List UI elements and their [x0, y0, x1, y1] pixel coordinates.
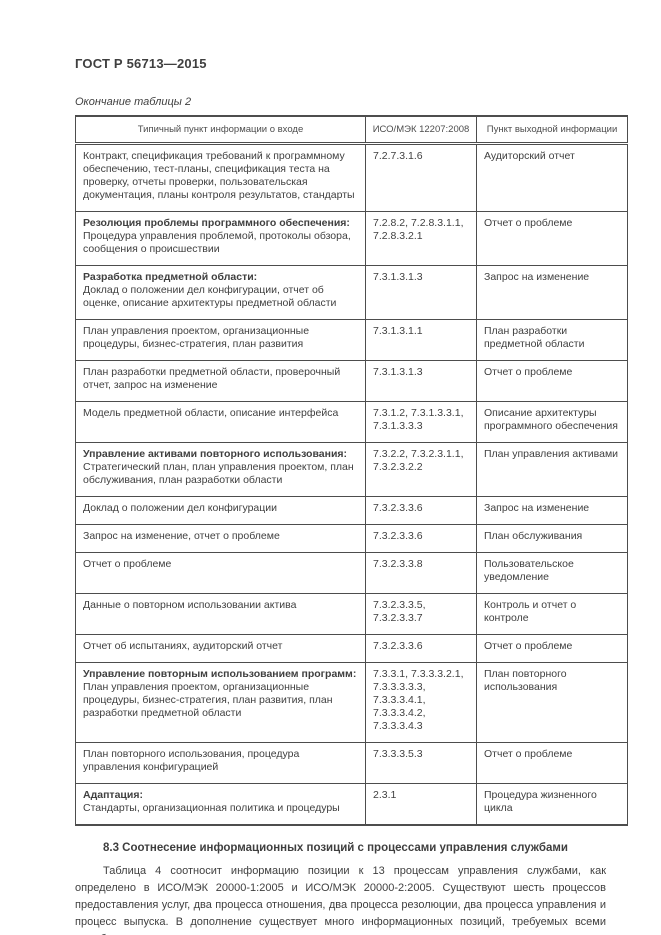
row-text: Отчет о проблеме — [83, 558, 172, 570]
output-info-cell: Отчет о проблеме — [476, 634, 628, 663]
column-header-iso: ИСО/МЭК 12207:2008 — [365, 115, 477, 145]
row-group-title: Адаптация: — [83, 789, 143, 801]
output-info-cell: Отчет о проблеме — [476, 211, 628, 266]
row-text: Стратегический план, план управления про… — [83, 461, 354, 486]
input-info-cell: План повторного использования, процедура… — [75, 742, 366, 784]
table-row: Управление активами повторного использов… — [75, 442, 628, 497]
output-info-cell: Отчет о проблеме — [476, 360, 628, 402]
table-row: План разработки предметной области, пров… — [75, 360, 628, 402]
row-group-title: Резолюция проблемы программного обеспече… — [83, 217, 350, 229]
row-text: Доклад о положении дел конфигурации — [83, 502, 278, 514]
input-info-cell: План разработки предметной области, пров… — [75, 360, 366, 402]
iso-ref-cell: 7.2.8.2, 7.2.8.3.1.1, 7.2.8.3.2.1 — [365, 211, 477, 266]
input-info-cell: Адаптация: Стандарты, организационная пол… — [75, 783, 366, 826]
input-info-cell: Контракт, спецификация требований к прог… — [75, 143, 366, 212]
input-info-cell: План управления проектом, организационны… — [75, 319, 366, 361]
output-info-cell: Пользовательское уведомление — [476, 552, 628, 594]
input-info-cell: Разработка предметной области: Доклад о п… — [75, 265, 366, 320]
input-info-cell: Доклад о положении дел конфигурации — [75, 496, 366, 525]
input-info-cell: Отчет об испытаниях, аудиторский отчет — [75, 634, 366, 663]
output-info-cell: Контроль и отчет о контроле — [476, 593, 628, 635]
iso-ref-cell: 7.2.7.3.1.6 — [365, 143, 477, 212]
input-info-cell: Резолюция проблемы программного обеспече… — [75, 211, 366, 266]
row-text: Запрос на изменение, отчет о проблеме — [83, 530, 280, 542]
section-heading: 8.3 Соотнесение информационных позиций с… — [103, 842, 568, 854]
output-info-cell: План разработки предметной области — [476, 319, 628, 361]
table-row: Управление повторным использованием прог… — [75, 662, 628, 743]
iso-ref-cell: 2.3.1 — [365, 783, 477, 826]
iso-ref-cell: 7.3.2.2, 7.3.2.3.1.1, 7.3.2.3.2.2 — [365, 442, 477, 497]
row-text: Доклад о положении дел конфигурации, отч… — [83, 284, 337, 309]
iso-ref-cell: 7.3.1.3.1.3 — [365, 265, 477, 320]
column-header-input: Типичный пункт информации о входе — [75, 115, 366, 145]
iso-ref-cell: 7.3.2.3.3.6 — [365, 496, 477, 525]
table-row: Доклад о положении дел конфигурации 7.3.2… — [75, 496, 628, 525]
iso-ref-cell: 7.3.3.3.5.3 — [365, 742, 477, 784]
row-text: План повторного использования, процедура… — [83, 748, 300, 773]
info-table: Типичный пункт информации о входе ИСО/МЭ… — [75, 115, 628, 826]
row-group-title: Управление повторным использованием прог… — [83, 668, 357, 680]
output-info-cell: План повторного использования — [476, 662, 628, 743]
row-text: Контракт, спецификация требований к прог… — [83, 150, 355, 201]
input-info-cell: Отчет о проблеме — [75, 552, 366, 594]
row-text: Стандарты, организационная политика и пр… — [83, 802, 340, 814]
table-row: Разработка предметной области: Доклад о п… — [75, 265, 628, 320]
table-row: План повторного использования, процедура… — [75, 742, 628, 784]
table-row: План управления проектом, организационны… — [75, 319, 628, 361]
output-info-cell: Описание архитектуры программного обеспе… — [476, 401, 628, 443]
row-text: План разработки предметной области, пров… — [83, 366, 341, 391]
iso-ref-cell: 7.3.2.3.3.6 — [365, 634, 477, 663]
iso-ref-cell: 7.3.1.3.1.1 — [365, 319, 477, 361]
iso-ref-cell: 7.3.2.3.3.6 — [365, 524, 477, 553]
row-text: План управления проектом, организационны… — [83, 681, 333, 719]
table-row: Отчет об испытаниях, аудиторский отчет 7.… — [75, 634, 628, 663]
table-row: Резолюция проблемы программного обеспече… — [75, 211, 628, 266]
row-text: Модель предметной области, описание инте… — [83, 407, 339, 419]
row-text: Данные о повторном использовании актива — [83, 599, 297, 611]
info-table-head: Типичный пункт информации о входе ИСО/МЭ… — [75, 115, 628, 145]
output-info-cell: Отчет о проблеме — [476, 742, 628, 784]
column-header-output: Пункт выходной информации — [476, 115, 628, 145]
table-caption: Окончание таблицы 2 — [75, 96, 192, 108]
info-table-body: Контракт, спецификация требований к прог… — [75, 143, 628, 826]
output-info-cell: Запрос на изменение — [476, 265, 628, 320]
section-paragraph: Таблица 4 соотносит информацию позиции к… — [75, 865, 606, 935]
page-content: ГОСТ Р 56713—2015 Окончание таблицы 2 Ти… — [75, 56, 628, 935]
doc-number: ГОСТ Р 56713—2015 — [75, 56, 207, 71]
iso-ref-cell: 7.3.1.2, 7.3.1.3.3.1, 7.3.1.3.3.3 — [365, 401, 477, 443]
table-row: Контракт, спецификация требований к прог… — [75, 143, 628, 212]
iso-ref-cell: 7.3.1.3.1.3 — [365, 360, 477, 402]
table-row: Отчет о проблеме 7.3.2.3.3.8 Пользовательс… — [75, 552, 628, 594]
output-info-cell: Запрос на изменение — [476, 496, 628, 525]
input-info-cell: Запрос на изменение, отчет о проблеме — [75, 524, 366, 553]
table-header-row: Типичный пункт информации о входе ИСО/МЭ… — [75, 115, 628, 145]
input-info-cell: Управление активами повторного использов… — [75, 442, 366, 497]
row-text: Процедура управления проблемой, протокол… — [83, 230, 351, 255]
iso-ref-cell: 7.3.3.1, 7.3.3.3.2.1, 7.3.3.3.3.3, 7.3.3… — [365, 662, 477, 743]
input-info-cell: Управление повторным использованием прог… — [75, 662, 366, 743]
table-row: Запрос на изменение, отчет о проблеме 7.3… — [75, 524, 628, 553]
output-info-cell: Процедура жизненного цикла — [476, 783, 628, 826]
table-row: Модель предметной области, описание инте… — [75, 401, 628, 443]
table-row: Адаптация: Стандарты, организационная пол… — [75, 783, 628, 826]
input-info-cell: Данные о повторном использовании актива — [75, 593, 366, 635]
row-group-title: Управление активами повторного использов… — [83, 448, 348, 460]
input-info-cell: Модель предметной области, описание инте… — [75, 401, 366, 443]
output-info-cell: План управления активами — [476, 442, 628, 497]
table-row: Данные о повторном использовании актива 7… — [75, 593, 628, 635]
row-text: Отчет об испытаниях, аудиторский отчет — [83, 640, 283, 652]
row-group-title: Разработка предметной области: — [83, 271, 258, 283]
row-text: План управления проектом, организационны… — [83, 325, 310, 350]
output-info-cell: Аудиторский отчет — [476, 143, 628, 212]
output-info-cell: План обслуживания — [476, 524, 628, 553]
iso-ref-cell: 7.3.2.3.3.8 — [365, 552, 477, 594]
iso-ref-cell: 7.3.2.3.3.5, 7.3.2.3.3.7 — [365, 593, 477, 635]
